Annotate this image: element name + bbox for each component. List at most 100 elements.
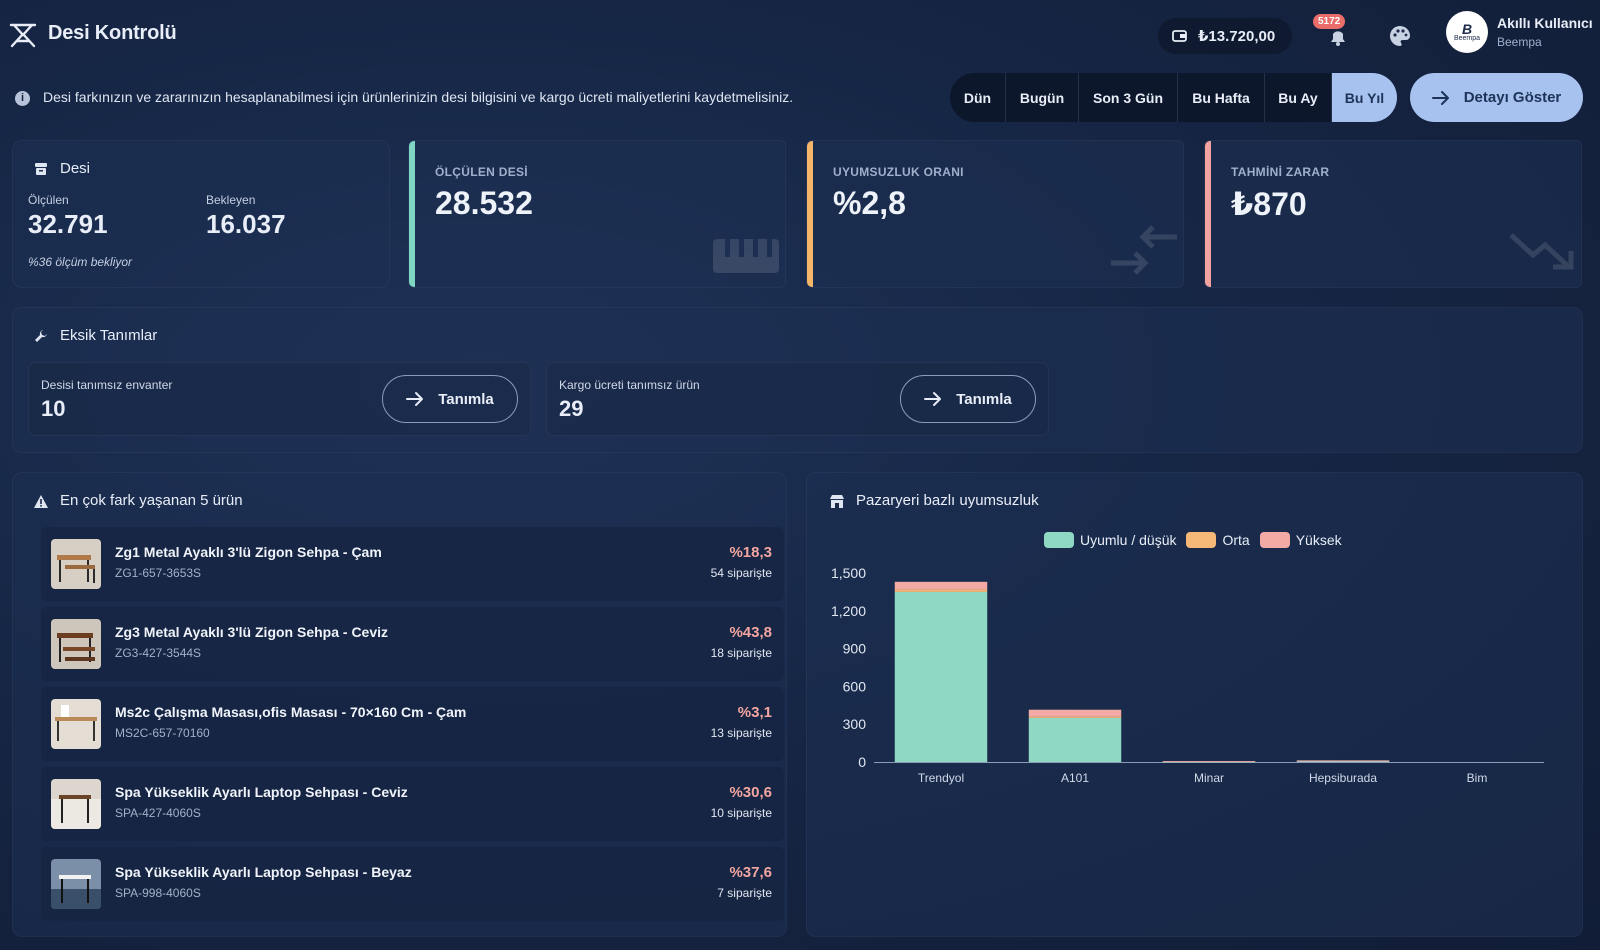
define-shipping-button[interactable]: Tanımla [900, 375, 1036, 423]
kpi-value: %2,8 [833, 185, 906, 221]
x-tick-label: Minar [1194, 771, 1224, 785]
bar-segment [1296, 760, 1390, 762]
x-tick-label: Bim [1467, 771, 1488, 785]
swap-arrows-icon [1111, 225, 1177, 275]
kpi-value: 28.532 [435, 185, 533, 221]
kpi-label: TAHMİNİ ZARAR [1231, 165, 1330, 179]
info-notice: Desi farkınızın ve zararınızın hesaplana… [43, 89, 794, 105]
period-option-bugun[interactable]: Bugün [1006, 73, 1079, 122]
period-option-bu-hafta[interactable]: Bu Hafta [1178, 73, 1265, 122]
product-image [51, 779, 101, 829]
kpi-accent-bar [409, 141, 415, 287]
desi-card [12, 140, 390, 288]
y-tick-label: 600 [843, 678, 867, 694]
missing-shipping-value: 29 [559, 396, 584, 421]
y-tick-label: 1,500 [831, 565, 866, 581]
chart-title: Pazaryeri bazlı uyumsuzluk [856, 492, 1039, 509]
kpi-label: UYUMSUZLUK ORANI [833, 165, 964, 179]
bell-icon[interactable] [1320, 18, 1354, 52]
avatar[interactable]: B Beempa [1446, 11, 1488, 53]
kpi-mismatch-rate: UYUMSUZLUK ORANI %2,8 [806, 140, 1184, 288]
measured-value: 32.791 [28, 209, 108, 239]
period-option-dun[interactable]: Dün [950, 73, 1006, 122]
product-row[interactable]: Ms2c Çalışma Masası,ofis Masası - 70×160… [41, 687, 784, 761]
kpi-estimated-loss: TAHMİNİ ZARAR ₺870 [1204, 140, 1582, 288]
product-diff-percent: %43,8 [729, 624, 772, 641]
legend-item[interactable]: Yüksek [1259, 532, 1342, 548]
x-tick-label: Trendyol [918, 771, 964, 785]
missing-definitions-title: Eksik Tanımlar [60, 327, 158, 344]
kpi-accent-bar [1205, 141, 1211, 287]
bar-segment [894, 591, 988, 762]
avatar-letter: B [1461, 20, 1473, 37]
warning-icon [34, 495, 48, 508]
y-tick-label: 300 [843, 716, 867, 732]
palette-icon[interactable] [1388, 24, 1412, 48]
bar-segment [894, 589, 988, 592]
arrow-right-icon [924, 392, 942, 406]
product-row[interactable]: Spa Yükseklik Ayarlı Laptop Sehpası - Ce… [41, 767, 784, 841]
define-shipping-label: Tanımla [956, 390, 1012, 408]
balance-pill[interactable]: ₺13.720,00 [1158, 18, 1292, 54]
product-row[interactable]: Zg1 Metal Ayaklı 3'lü Zigon Sehpa - Çam … [41, 527, 784, 601]
missing-shipping-label: Kargo ücreti tanımsız ürün [559, 378, 700, 392]
legend-label: Orta [1222, 532, 1250, 548]
y-tick-label: 1,200 [831, 603, 866, 619]
ruler-icon [713, 239, 779, 273]
product-row[interactable]: Spa Yükseklik Ayarlı Laptop Sehpası - Be… [41, 847, 784, 921]
period-option-bu-yil[interactable]: Bu Yıl [1332, 73, 1397, 122]
info-icon: i [15, 91, 30, 106]
product-image [51, 619, 101, 669]
wallet-icon [1172, 30, 1187, 42]
balance-value: ₺13.720,00 [1198, 28, 1276, 45]
product-order-count: 7 siparişte [717, 886, 772, 900]
top-products-title: En çok fark yaşanan 5 ürün [60, 492, 243, 509]
app-logo-icon [9, 23, 37, 48]
product-diff-percent: %3,1 [737, 704, 772, 721]
marketplace-bar-chart: 0 300 600 900 1,200 1,500 Trendyol A101 Minar Hep… [831, 565, 1544, 785]
period-option-bu-ay[interactable]: Bu Ay [1265, 73, 1332, 122]
period-filter: Dün Bugün Son 3 Gün Bu Hafta Bu Ay Bu Yı… [950, 73, 1397, 122]
y-tick-label: 900 [843, 641, 867, 657]
product-diff-percent: %30,6 [729, 784, 772, 801]
product-sku: MS2C-657-70160 [115, 726, 210, 740]
archive-icon [35, 163, 47, 175]
legend-label: Yüksek [1295, 532, 1342, 548]
bar-segment [1296, 760, 1390, 762]
product-sku: ZG1-657-3653S [115, 566, 202, 580]
x-tick-label: Hepsiburada [1309, 771, 1377, 785]
store-icon [830, 495, 844, 508]
product-sku: ZG3-427-3544S [115, 646, 202, 660]
product-order-count: 10 siparişte [710, 806, 772, 820]
legend-label: Uyumlu / düşük [1080, 532, 1177, 548]
wrench-icon [35, 330, 47, 342]
product-order-count: 13 siparişte [710, 726, 772, 740]
product-sku: SPA-427-4060S [115, 806, 201, 820]
user-name[interactable]: Akıllı Kullanıcı [1497, 15, 1593, 31]
period-option-son-3-gun[interactable]: Son 3 Gün [1079, 73, 1178, 122]
kpi-accent-bar [807, 141, 813, 287]
arrow-right-icon [406, 392, 424, 406]
product-name: Ms2c Çalışma Masası,ofis Masası - 70×160… [115, 704, 467, 720]
legend-item[interactable]: Uyumlu / düşük [1044, 532, 1176, 548]
define-desi-button[interactable]: Tanımla [382, 375, 518, 423]
show-detail-button[interactable]: Detayı Göster [1410, 73, 1583, 122]
notification-badge: 5172 [1313, 14, 1346, 29]
define-desi-label: Tanımla [438, 390, 494, 408]
legend-item[interactable]: Orta [1186, 532, 1250, 548]
product-name: Zg1 Metal Ayaklı 3'lü Zigon Sehpa - Çam [115, 544, 382, 560]
legend-swatch [1259, 532, 1290, 548]
bar-segment [894, 581, 988, 590]
product-row[interactable]: Zg3 Metal Ayaklı 3'lü Zigon Sehpa - Cevi… [41, 607, 784, 681]
bar-segment [1028, 709, 1122, 717]
product-image [51, 539, 101, 589]
bar-segment [1028, 717, 1122, 762]
pending-hint: %36 ölçüm bekliyor [28, 255, 133, 269]
legend-swatch [1186, 532, 1217, 548]
chart-legend: Uyumlu / düşük Orta Yüksek [1044, 532, 1342, 548]
product-order-count: 54 siparişte [710, 566, 772, 580]
missing-desi-value: 10 [41, 396, 66, 421]
pending-label: Bekleyen [206, 193, 256, 207]
x-tick-label: A101 [1061, 771, 1089, 785]
user-company: Beempa [1497, 35, 1542, 49]
